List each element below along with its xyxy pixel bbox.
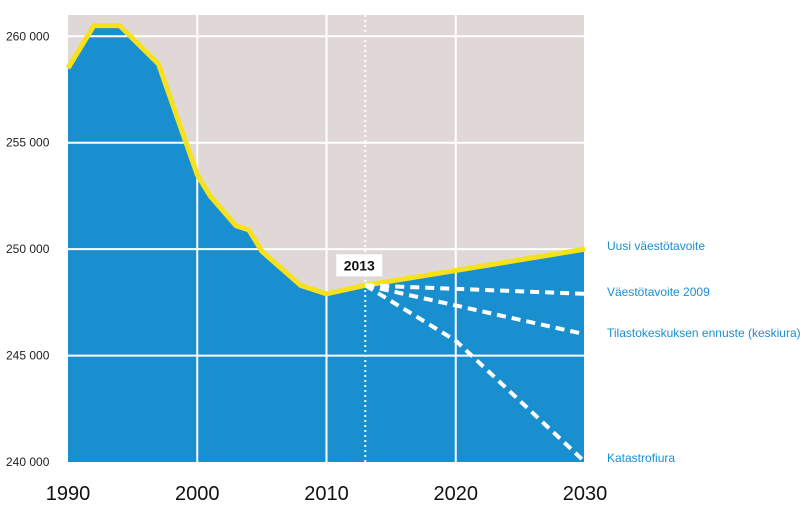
history-line <box>65 23 366 297</box>
x-tick-label: 2020 <box>434 483 479 505</box>
marker-label-box <box>336 254 383 277</box>
series-labels: Uusi väestötavoite Väestötavoite 2009 Tila… <box>607 239 800 465</box>
series-label-4: Katastrofiura <box>607 451 675 465</box>
series-label-2: Väestötavoite 2009 <box>607 285 710 299</box>
grid-lines <box>68 15 586 462</box>
y-tick-label: 240 000 <box>6 455 50 469</box>
x-axis-ticks: 1990 2000 2010 2020 2030 <box>46 483 608 505</box>
y-tick-label: 260 000 <box>6 29 50 43</box>
y-tick-label: 250 000 <box>6 242 50 256</box>
series-label-1: Uusi väestötavoite <box>607 239 705 253</box>
y-tick-label: 255 000 <box>6 136 50 150</box>
y-axis-ticks: 240 000 245 000 250 000 255 000 260 000 <box>6 29 50 469</box>
x-tick-label: 2010 <box>304 483 349 505</box>
projection-line-2 <box>365 283 586 296</box>
x-tick-label: 1990 <box>46 483 91 505</box>
projection-lines <box>364 246 587 464</box>
projection-line-3 <box>364 283 586 337</box>
marker-label: 2013 <box>344 257 375 273</box>
marker-2013: 2013 <box>336 254 383 277</box>
projection-line-4 <box>364 283 587 464</box>
projection-line-1 <box>364 246 586 288</box>
y-tick-label: 245 000 <box>6 349 50 363</box>
series-label-3: Tilastokeskuksen ennuste (keskiura) <box>607 326 800 340</box>
x-tick-label: 2030 <box>563 483 608 505</box>
x-tick-label: 2000 <box>175 483 220 505</box>
